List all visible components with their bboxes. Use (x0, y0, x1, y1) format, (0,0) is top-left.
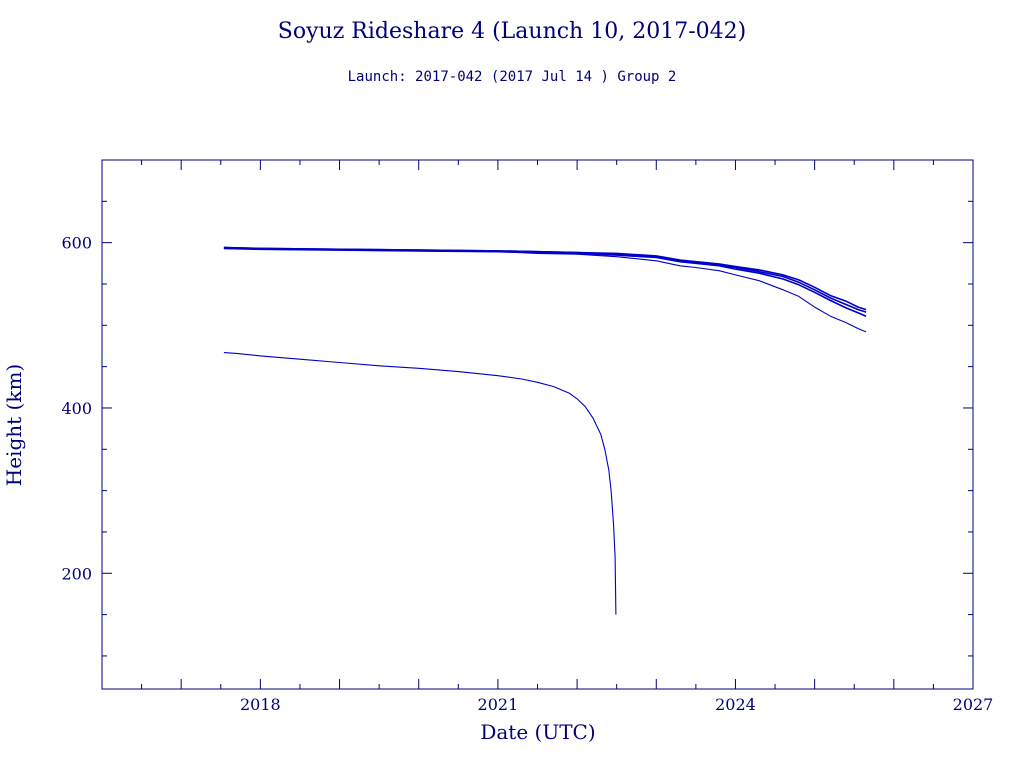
ticks-layer (101, 159, 974, 689)
y-tick-label: 200 (61, 564, 92, 583)
chart-subtitle: Launch: 2017-042 (2017 Jul 14 ) Group 2 (348, 69, 677, 85)
x-tick-label: 2027 (953, 695, 994, 714)
labels-layer: 2018 2021 2024 2027 200 400 600 (61, 234, 993, 714)
x-axis-label: Date (UTC) (480, 720, 595, 744)
x-tick-label: 2018 (240, 695, 281, 714)
series-line-5 (223, 352, 617, 615)
series-line-1 (223, 246, 867, 311)
y-axis-label: Height (km) (2, 364, 26, 486)
x-tick-label: 2024 (715, 695, 756, 714)
plot-frame (101, 159, 974, 690)
chart-title: Soyuz Rideshare 4 (Launch 10, 2017-042) (278, 19, 746, 44)
lines-layer (223, 246, 867, 615)
y-tick-label: 400 (61, 399, 92, 418)
x-tick-label: 2021 (478, 695, 519, 714)
series-line-4 (223, 247, 867, 333)
series-line-2 (223, 246, 867, 313)
y-tick-label: 600 (61, 234, 92, 253)
series-line-3 (223, 247, 867, 317)
